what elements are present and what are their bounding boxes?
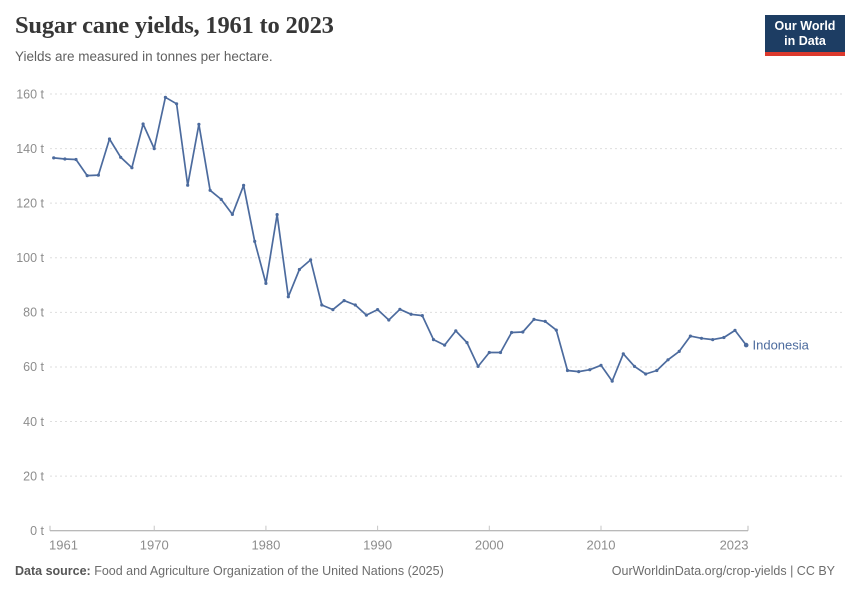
- data-points[interactable]: [52, 95, 749, 383]
- chart-header: Sugar cane yields, 1961 to 2023 Yields a…: [15, 12, 735, 64]
- owid-logo-line1: Our World: [774, 19, 836, 33]
- owid-logo-line2: in Data: [784, 33, 826, 48]
- svg-text:20 t: 20 t: [23, 469, 44, 483]
- chart-footer: Data source: Food and Agriculture Organi…: [15, 564, 835, 578]
- svg-text:0 t: 0 t: [30, 524, 44, 538]
- x-axis-labels: 1961 1970 1980 1990 2000 2010 2023: [49, 538, 749, 553]
- data-source-text: Food and Agriculture Organization of the…: [94, 564, 444, 578]
- svg-text:1980: 1980: [251, 538, 280, 553]
- y-gridlines: [50, 93, 845, 532]
- svg-text:1990: 1990: [363, 538, 392, 553]
- indonesia-line[interactable]: [52, 96, 748, 382]
- svg-text:2010: 2010: [587, 538, 616, 553]
- page-title: Sugar cane yields, 1961 to 2023: [15, 12, 334, 39]
- svg-text:2023: 2023: [720, 538, 749, 553]
- svg-text:80 t: 80 t: [23, 306, 44, 320]
- series-end-label[interactable]: Indonesia: [753, 338, 810, 353]
- svg-text:160 t: 160 t: [16, 87, 44, 101]
- x-axis: [49, 525, 749, 531]
- attribution-link[interactable]: OurWorldinData.org/crop-yields | CC BY: [611, 564, 835, 578]
- y-axis-labels: 0 t 20 t 40 t 60 t 80 t 100 t 120 t 140 t 160 t: [16, 87, 44, 538]
- data-source: Data source: Food and Agriculture Organi…: [15, 564, 444, 578]
- svg-text:1961: 1961: [49, 538, 78, 553]
- svg-text:100 t: 100 t: [16, 251, 44, 265]
- data-source-label: Data source:: [15, 564, 91, 578]
- page-subtitle: Yields are measured in tonnes per hectar…: [15, 49, 273, 64]
- svg-text:40 t: 40 t: [23, 415, 44, 429]
- svg-text:2000: 2000: [475, 538, 504, 553]
- svg-text:140 t: 140 t: [16, 142, 44, 156]
- svg-text:1970: 1970: [140, 538, 169, 553]
- svg-text:120 t: 120 t: [16, 196, 44, 210]
- svg-text:60 t: 60 t: [23, 360, 44, 374]
- owid-logo[interactable]: Our World in Data: [765, 15, 845, 56]
